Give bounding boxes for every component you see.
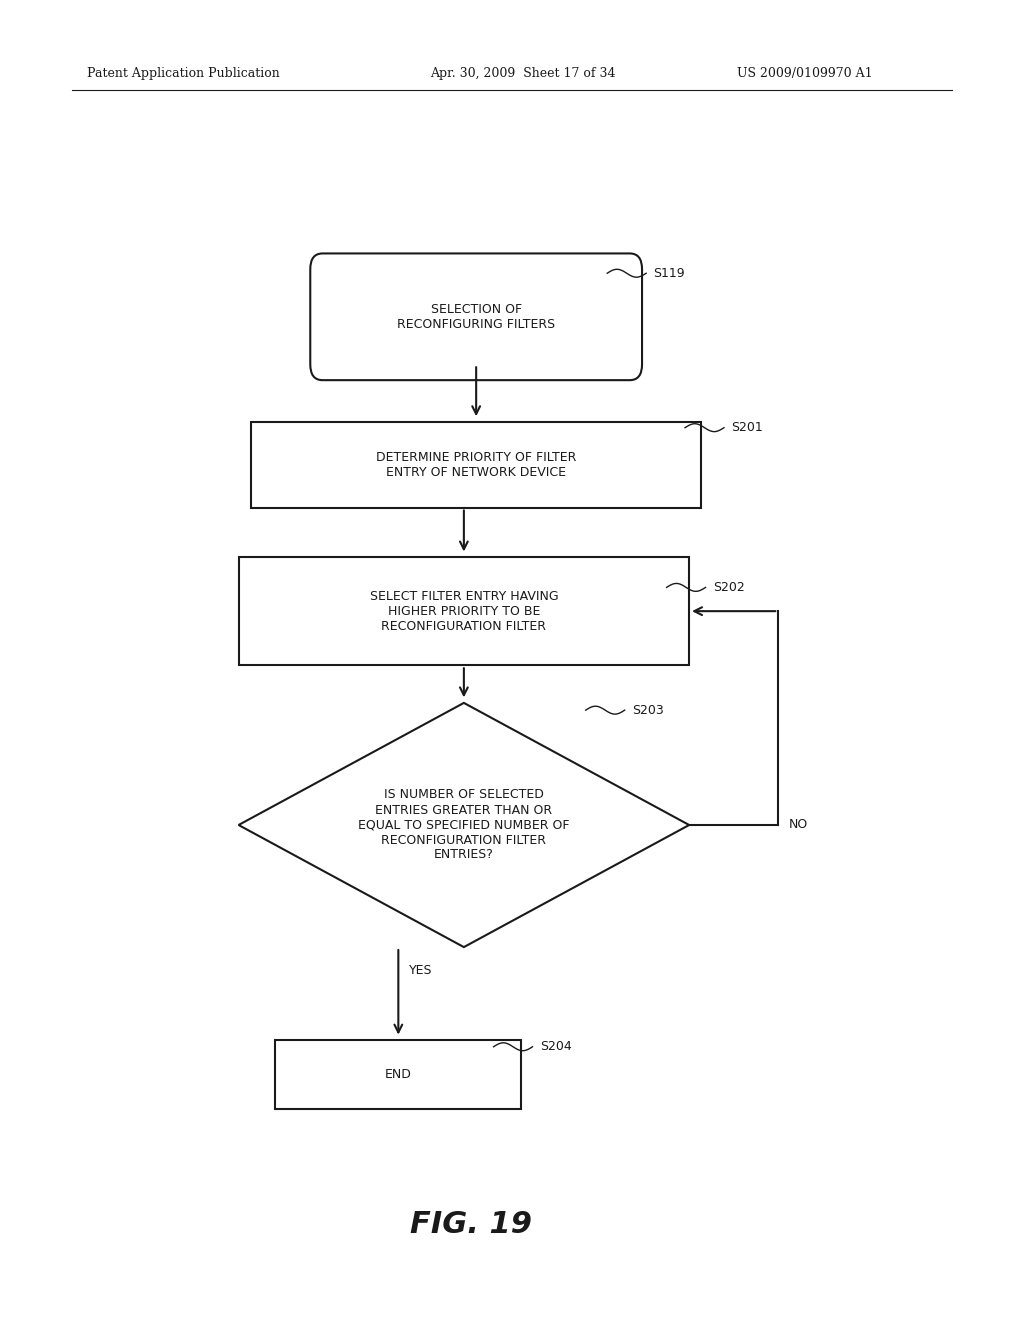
Text: Patent Application Publication: Patent Application Publication	[87, 67, 280, 81]
Text: FIG. 19: FIG. 19	[410, 1210, 532, 1239]
Text: SELECT FILTER ENTRY HAVING
HIGHER PRIORITY TO BE
RECONFIGURATION FILTER: SELECT FILTER ENTRY HAVING HIGHER PRIORI…	[370, 590, 558, 632]
Text: SELECTION OF
RECONFIGURING FILTERS: SELECTION OF RECONFIGURING FILTERS	[397, 302, 555, 331]
Bar	[275, 1040, 521, 1109]
FancyBboxPatch shape	[310, 253, 642, 380]
Text: YES: YES	[409, 965, 432, 977]
Text: END: END	[385, 1068, 412, 1081]
Text: Apr. 30, 2009  Sheet 17 of 34: Apr. 30, 2009 Sheet 17 of 34	[430, 67, 615, 81]
Polygon shape	[239, 702, 689, 948]
Text: IS NUMBER OF SELECTED
ENTRIES GREATER THAN OR
EQUAL TO SPECIFIED NUMBER OF
RECON: IS NUMBER OF SELECTED ENTRIES GREATER TH…	[358, 788, 569, 862]
Text: S204: S204	[540, 1040, 571, 1053]
Text: DETERMINE PRIORITY OF FILTER
ENTRY OF NETWORK DEVICE: DETERMINE PRIORITY OF FILTER ENTRY OF NE…	[376, 450, 577, 479]
Text: S203: S203	[632, 704, 664, 717]
Text: S201: S201	[731, 421, 763, 434]
Bar	[239, 557, 689, 665]
Text: S119: S119	[653, 267, 685, 280]
Text: US 2009/0109970 A1: US 2009/0109970 A1	[737, 67, 872, 81]
Text: NO: NO	[788, 818, 808, 832]
Bar	[251, 421, 701, 507]
Text: S202: S202	[713, 581, 744, 594]
